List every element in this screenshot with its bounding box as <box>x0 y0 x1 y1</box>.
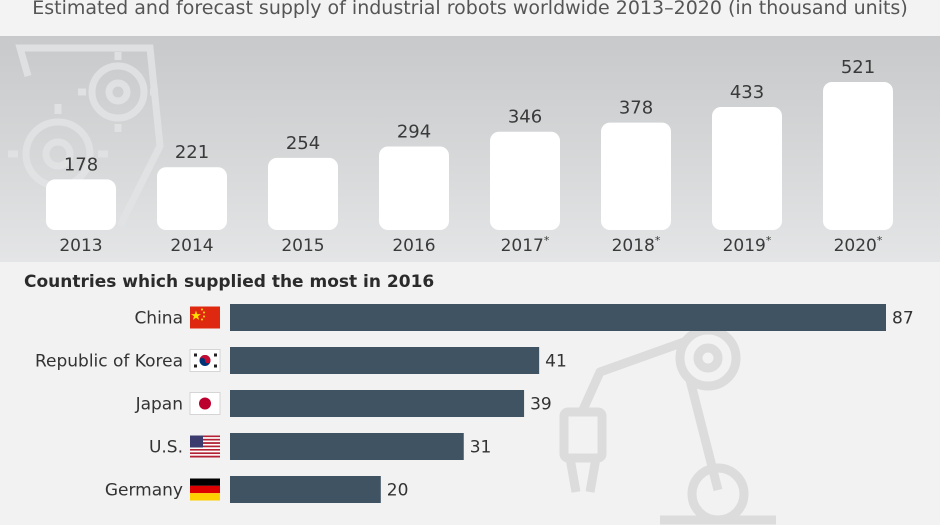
supply-bar-2014 <box>157 167 227 230</box>
flag-germany-icon <box>190 478 220 501</box>
supply-bar-2018 <box>601 122 671 230</box>
supply-value-label: 254 <box>286 133 320 154</box>
supply-bar-2015 <box>268 157 338 230</box>
supply-value-label: 433 <box>730 82 764 103</box>
flag-japan-icon <box>189 392 221 415</box>
country-name-label: China <box>134 309 183 329</box>
year-tick-label: 2015 <box>281 236 324 256</box>
flag-us-icon <box>190 435 220 458</box>
supply-bar-2019 <box>712 106 782 230</box>
year-tick-label: 2016 <box>392 236 435 256</box>
annual-supply-chart: 178 2013 221 2014 254 2015 294 2016 346 2017* 378 2… <box>46 57 893 256</box>
country-bar <box>230 390 525 417</box>
country-bar <box>230 347 540 374</box>
supply-value-label: 294 <box>397 121 431 142</box>
flag-china-icon <box>190 306 220 329</box>
supply-bar-2020 <box>823 82 893 230</box>
supply-value-label: 346 <box>508 107 542 128</box>
supply-value-label: 178 <box>64 154 98 175</box>
country-bar <box>230 433 464 460</box>
country-value-label: 20 <box>387 481 409 501</box>
country-name-label: Germany <box>105 481 183 501</box>
country-value-label: 39 <box>530 395 552 415</box>
country-bar <box>230 304 886 331</box>
country-name-label: U.S. <box>149 438 183 458</box>
gears-icon <box>8 44 164 228</box>
year-tick-label: 2013 <box>59 236 102 256</box>
chart-subtitle: Estimated and forecast supply of industr… <box>32 0 908 19</box>
supply-value-label: 378 <box>619 98 653 119</box>
flag-korea-icon <box>189 349 221 372</box>
country-value-label: 31 <box>470 438 492 458</box>
robot-arm-icon <box>559 325 776 525</box>
year-tick-label: 2014 <box>170 236 213 256</box>
supply-value-label: 521 <box>841 57 875 78</box>
year-tick-label: 2019* <box>723 234 772 256</box>
country-value-label: 41 <box>545 352 567 372</box>
year-tick-label: 2020* <box>834 234 883 256</box>
annual-supply-panel: 178 2013 221 2014 254 2015 294 2016 346 2017* 378 2… <box>0 36 940 262</box>
year-tick-label: 2017* <box>501 234 550 256</box>
supply-value-label: 221 <box>175 142 209 163</box>
country-bar <box>230 476 381 503</box>
country-name-label: Japan <box>135 395 183 415</box>
supply-bar-2016 <box>379 146 449 230</box>
supply-bar-2013 <box>46 179 116 230</box>
year-tick-label: 2018* <box>612 234 661 256</box>
country-name-label: Republic of Korea <box>35 352 183 372</box>
country-chart-title: Countries which supplied the most in 201… <box>24 272 435 292</box>
supply-bar-2017 <box>490 131 560 230</box>
country-value-label: 87 <box>892 309 914 329</box>
